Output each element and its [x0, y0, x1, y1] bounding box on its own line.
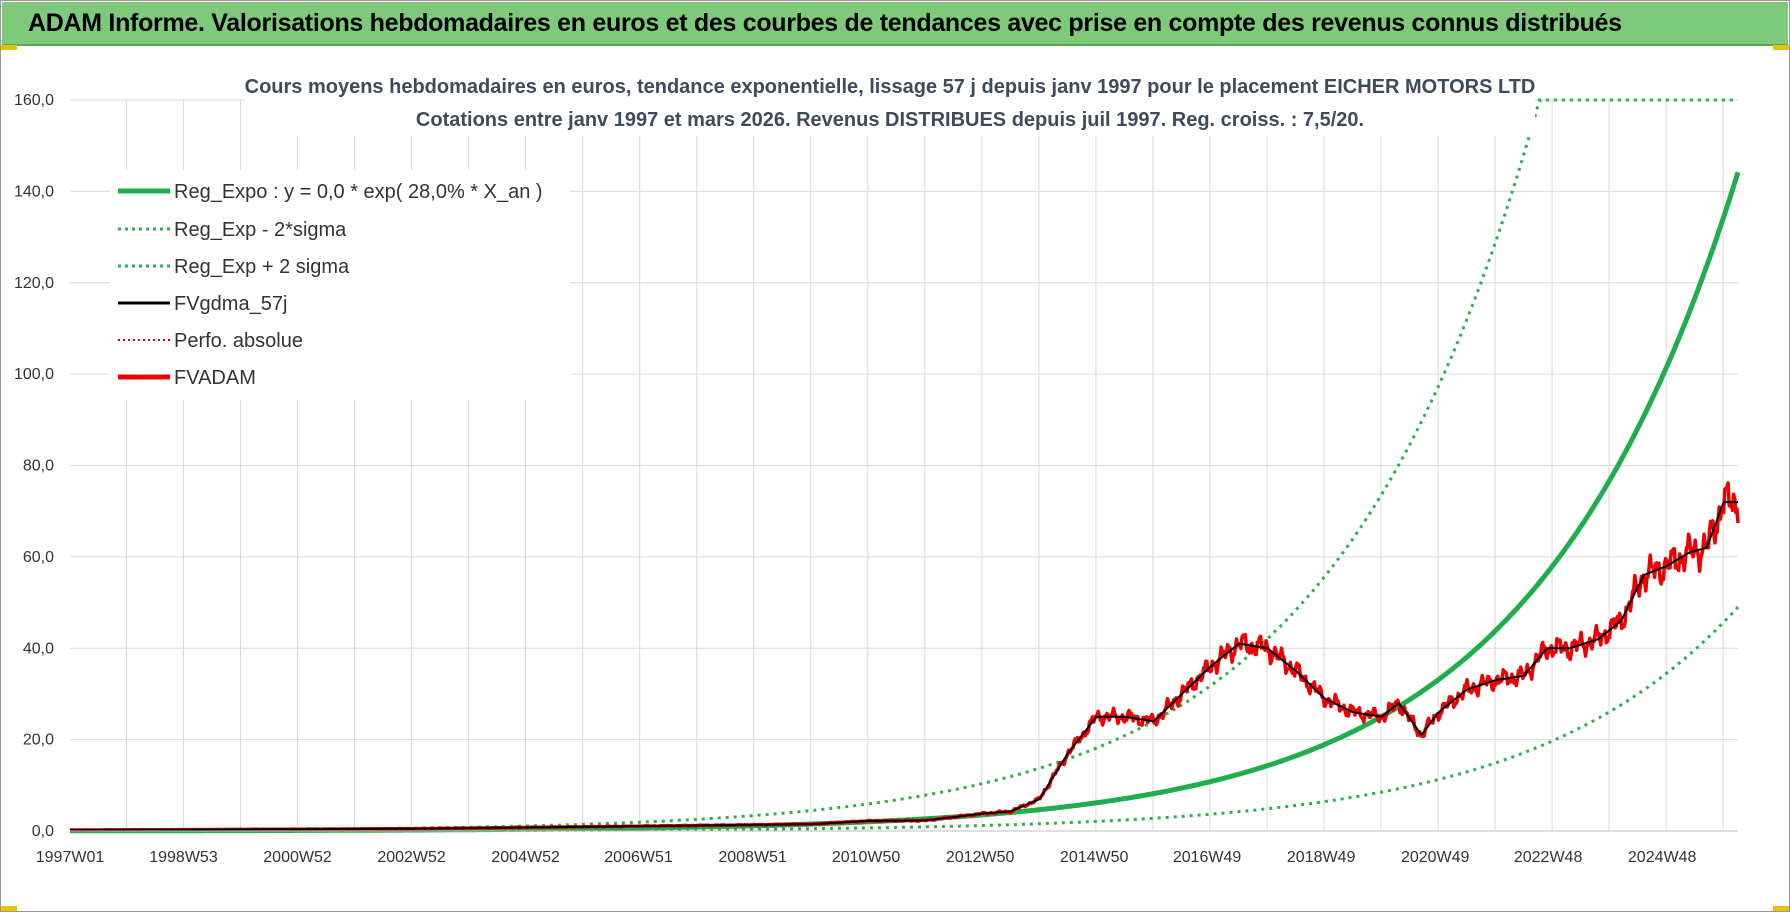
y-tick-label: 120,0	[14, 275, 54, 292]
series-fvgdma-57j	[70, 501, 1738, 832]
legend-label-reg-expo: Reg_Expo : y = 0,0 * exp( 28,0% * X_an )	[174, 181, 543, 203]
axes: 0,0 20,0 40,0 60,0 80,0 100,0 120,0 140,0 160,0 1…	[14, 92, 1738, 866]
chart-title: Cours moyens hebdomadaires en euros, ten…	[245, 76, 1536, 98]
x-tick-label: 2022W48	[1514, 849, 1583, 866]
banner-title: ADAM Informe. Valorisations hebdomadaire…	[28, 9, 1622, 37]
y-tick-label: 100,0	[14, 366, 54, 383]
x-tick-label: 1997W01	[36, 849, 105, 866]
x-tick-label: 2024W48	[1628, 849, 1697, 866]
y-tick-label: 0,0	[32, 823, 54, 840]
x-tick-label: 2008W51	[718, 849, 787, 866]
corner-marker	[1773, 45, 1789, 50]
series	[69, 98, 1741, 834]
x-tick-label: 2004W52	[491, 849, 560, 866]
x-tick-label: 2000W52	[263, 849, 332, 866]
legend-label-fvadam: FVADAM	[174, 367, 256, 389]
legend: Reg_Expo : y = 0,0 * exp( 28,0% * X_an )…	[110, 170, 570, 400]
y-tick-label: 160,0	[14, 92, 54, 109]
legend-label-reg-plus: Reg_Exp + 2 sigma	[174, 256, 350, 278]
x-tick-label: 1998W53	[149, 849, 218, 866]
corner-marker	[1, 45, 17, 50]
series-reg-minus-2sigma	[70, 605, 1740, 833]
legend-label-perfo: Perfo. absolue	[174, 330, 303, 352]
x-tick-label: 2010W50	[832, 849, 901, 866]
corner-marker	[1, 906, 17, 911]
y-tick-label: 40,0	[23, 640, 54, 657]
chart-title-block: Cours moyens hebdomadaires en euros, ten…	[245, 66, 1536, 136]
x-tick-label: 2018W49	[1287, 849, 1356, 866]
x-tick-label: 2002W52	[377, 849, 446, 866]
y-tick-label: 80,0	[23, 458, 54, 475]
y-tick-label: 20,0	[23, 732, 54, 749]
y-tick-label: 140,0	[14, 183, 54, 200]
y-tick-label: 60,0	[23, 549, 54, 566]
legend-label-reg-minus: Reg_Exp - 2*sigma	[174, 219, 347, 241]
x-tick-label: 2016W49	[1173, 849, 1242, 866]
x-tick-label: 2014W50	[1060, 849, 1129, 866]
series-fvadam	[69, 481, 1740, 832]
x-tick-label: 2012W50	[946, 849, 1015, 866]
x-tick-label: 2020W49	[1401, 849, 1470, 866]
corner-marker	[1773, 906, 1789, 911]
legend-label-fvgdma: FVgdma_57j	[174, 293, 287, 315]
chart-subtitle: Cotations entre janv 1997 et mars 2026. …	[416, 109, 1364, 131]
x-tick-label: 2006W51	[604, 849, 673, 866]
header-banner: ADAM Informe. Valorisations hebdomadaire…	[2, 2, 1788, 46]
